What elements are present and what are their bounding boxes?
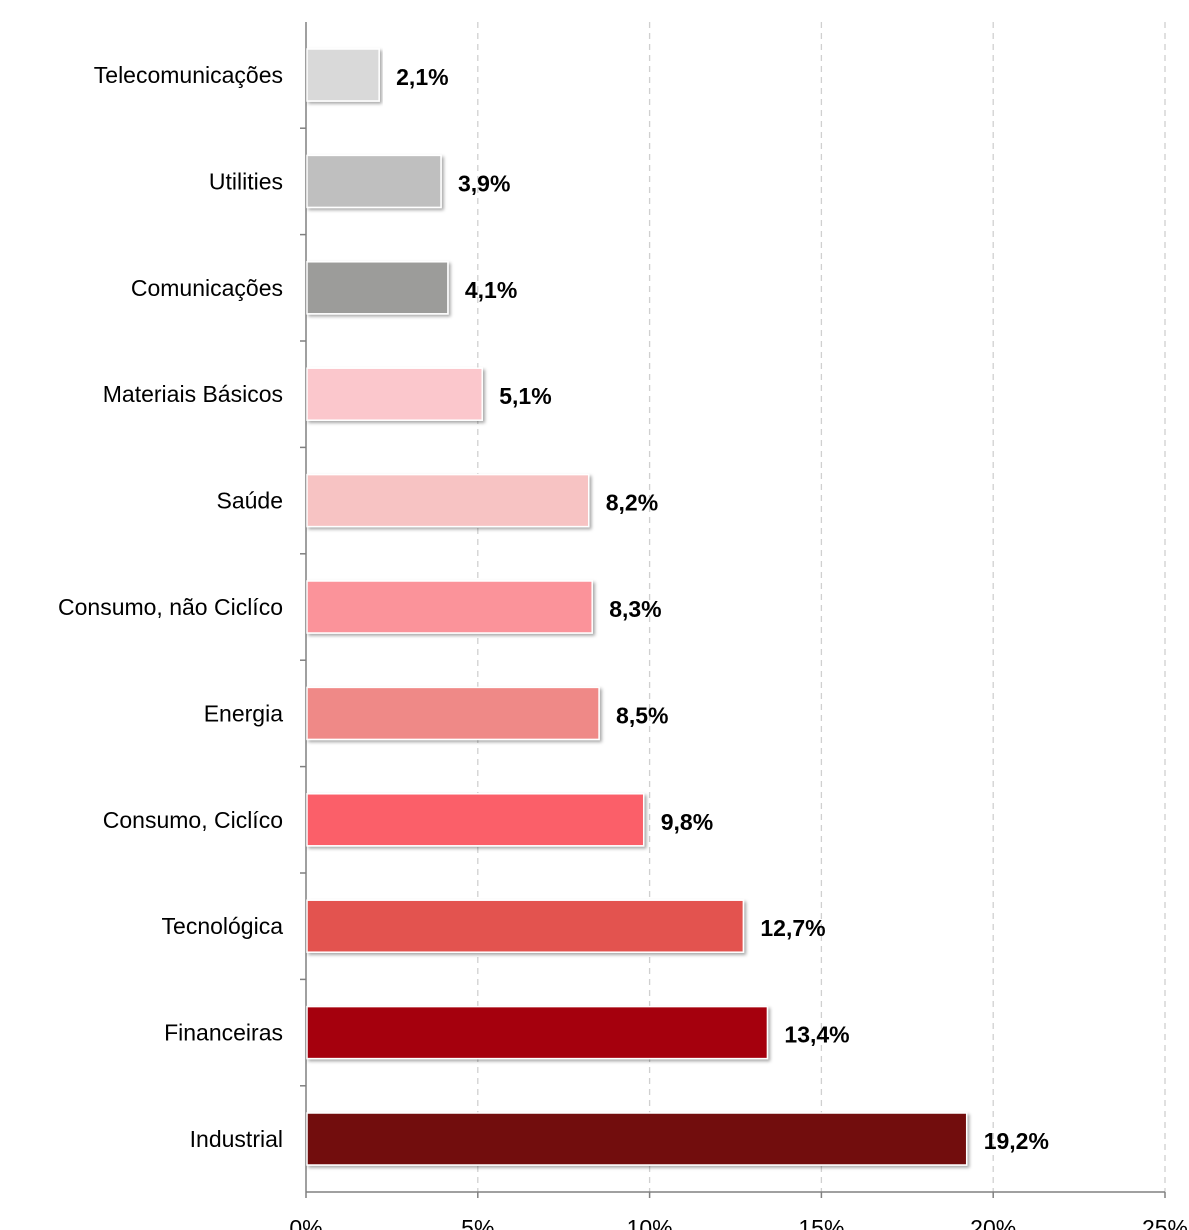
category-label: Consumo, não Ciclíco [58,594,283,620]
bar [306,367,483,421]
bar [306,793,645,847]
data-label: 5,1% [499,383,551,409]
data-label: 3,9% [458,170,510,196]
category-label: Consumo, Ciclíco [103,807,283,833]
data-label: 2,1% [396,64,448,90]
bar [306,580,593,634]
bar [306,1005,769,1060]
data-label: 8,5% [616,702,668,728]
bar [306,899,745,953]
data-label: 9,8% [661,809,713,835]
bar [306,473,590,528]
category-label: Telecomunicações [94,62,283,88]
x-tick-label: 0% [289,1215,322,1230]
x-tick-label: 25% [1142,1215,1188,1230]
bar [306,686,600,741]
category-label: Comunicações [131,275,283,301]
bar [306,154,442,209]
bar [306,261,449,315]
data-label: 4,1% [465,277,517,303]
x-tick-label: 5% [461,1215,494,1230]
x-tick-label: 10% [627,1215,673,1230]
x-tick-label: 15% [798,1215,844,1230]
category-label: Materiais Básicos [103,381,283,407]
axes [300,22,1166,1198]
category-label: Energia [204,700,283,726]
data-label: 13,4% [784,1022,849,1048]
category-label: Industrial [190,1126,283,1152]
bar [306,48,380,102]
bars [306,48,968,1166]
data-label: 8,3% [609,596,661,622]
category-label: Saúde [216,488,283,514]
labels: 0% 5% 10% 15% 20% 25% Telecomunicações 2,1% Util… [58,62,1188,1230]
category-label: Financeiras [164,1020,283,1046]
category-label: Tecnológica [162,913,284,939]
category-label: Utilities [209,168,283,194]
data-label: 8,2% [606,490,658,516]
x-tick-label: 20% [970,1215,1016,1230]
bar [306,1112,968,1166]
data-label: 12,7% [760,915,825,941]
data-label: 19,2% [984,1128,1049,1154]
